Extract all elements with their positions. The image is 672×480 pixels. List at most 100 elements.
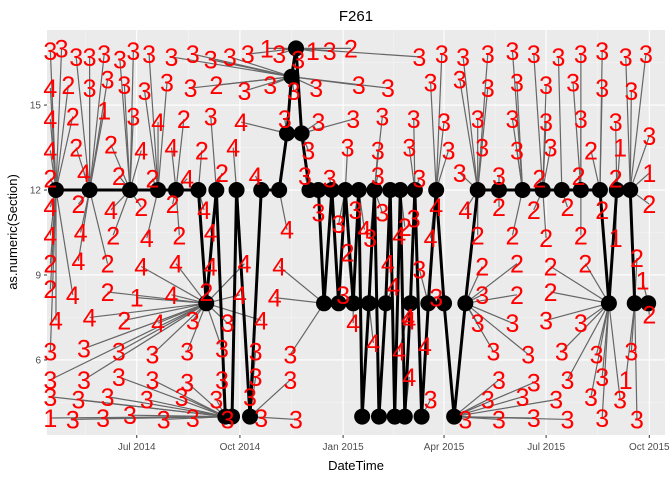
label-connector (89, 110, 105, 191)
point-label: 3 (145, 367, 159, 395)
point-label: 3 (283, 367, 297, 395)
label-connector (175, 263, 207, 304)
point-label: 2 (595, 197, 609, 225)
point-label: 2 (630, 245, 644, 273)
label-connector (453, 396, 523, 418)
point-label: 4 (204, 220, 218, 248)
point-label: 3 (412, 44, 426, 72)
point-label: 4 (83, 304, 97, 332)
point-label: 4 (140, 225, 154, 253)
point-label: 3 (574, 41, 588, 69)
label-connector (55, 116, 74, 191)
point-label: 4 (151, 109, 165, 137)
label-connector (175, 119, 185, 191)
data-point (626, 295, 643, 312)
x-tick-label: Apr 2015 (424, 442, 465, 453)
point-label: 4 (43, 106, 57, 134)
point-label: 3 (145, 341, 159, 369)
label-connector (89, 302, 207, 319)
point-label: 3 (375, 103, 389, 131)
label-connector (625, 56, 631, 191)
point-label: 3 (492, 163, 506, 191)
point-label: 3 (83, 75, 97, 103)
point-label: 2 (112, 163, 126, 191)
point-label: 3 (435, 41, 449, 69)
point-label: 3 (595, 364, 609, 392)
point-label: 2 (71, 191, 85, 219)
point-label: 2 (584, 137, 598, 165)
data-point (428, 182, 445, 199)
label-connector (152, 302, 207, 355)
point-label: 2 (69, 135, 83, 163)
label-connector (413, 119, 416, 191)
point-label: 4 (387, 273, 401, 301)
data-point (190, 182, 207, 199)
label-connector (301, 118, 354, 134)
point-label: 3 (574, 106, 588, 134)
point-label: 3 (412, 256, 426, 284)
point-label: 4 (180, 166, 194, 194)
point-label: 4 (392, 222, 406, 250)
point-label: 3 (471, 310, 485, 338)
label-connector (550, 291, 610, 304)
point-label: 2 (101, 279, 115, 307)
label-connector (118, 376, 226, 418)
point-label: 1 (130, 285, 144, 313)
data-point (402, 295, 419, 312)
label-connector (454, 415, 568, 421)
point-label: 4 (71, 248, 85, 276)
point-label: 3 (595, 405, 609, 433)
label-connector (545, 302, 610, 321)
point-label: 3 (539, 307, 553, 335)
point-label: 3 (243, 384, 257, 412)
point-label: 3 (407, 106, 421, 134)
label-connector (146, 399, 226, 418)
point-label: 2 (544, 279, 558, 307)
point-label: 4 (43, 75, 57, 103)
data-point (457, 295, 474, 312)
point-label: 3 (346, 106, 360, 134)
point-label: 3 (241, 41, 255, 69)
point-label: 3 (289, 406, 303, 434)
point-label: 3 (348, 197, 362, 225)
x-tick-label: Oct 2014 (220, 442, 261, 453)
label-connector (274, 297, 325, 304)
point-label: 3 (521, 341, 535, 369)
label-connector (83, 302, 207, 381)
data-point (81, 182, 98, 199)
label-connector (429, 82, 437, 191)
data-point (350, 182, 367, 199)
label-connector (629, 54, 647, 191)
label-connector (629, 90, 632, 191)
point-label: 4 (43, 137, 57, 165)
point-label: 2 (145, 166, 159, 194)
label-connector (634, 303, 638, 420)
label-connector (601, 303, 610, 419)
point-label: 3 (341, 135, 355, 163)
data-point (354, 408, 371, 425)
label-connector (625, 303, 636, 380)
data-point (406, 182, 423, 199)
data-point (366, 182, 383, 199)
label-connector (278, 266, 325, 304)
point-label: 2 (106, 222, 120, 250)
point-label: 1 (306, 38, 320, 66)
point-label: 3 (492, 406, 506, 434)
point-label: 2 (642, 302, 656, 330)
y-tick-label: 12 (30, 186, 42, 197)
data-point (436, 295, 453, 312)
point-label: 2 (43, 276, 57, 304)
y-tick-label: 15 (30, 101, 42, 112)
label-connector (542, 122, 547, 191)
point-label: 3 (574, 310, 588, 338)
point-label: 3 (126, 38, 140, 66)
data-point (534, 182, 551, 199)
point-label: 4 (268, 285, 282, 313)
point-label: 3 (486, 338, 500, 366)
point-label: 2 (195, 137, 209, 165)
label-connector (78, 399, 226, 418)
point-label: 4 (66, 282, 80, 310)
point-label: 3 (184, 75, 198, 103)
data-point (293, 125, 310, 142)
point-label: 3 (456, 44, 470, 72)
